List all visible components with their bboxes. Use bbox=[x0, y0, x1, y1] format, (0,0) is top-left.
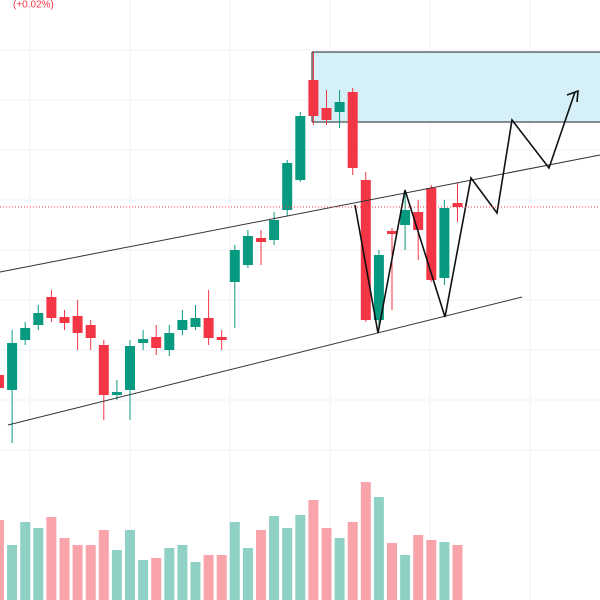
candle-body bbox=[0, 375, 4, 388]
candle-body bbox=[413, 212, 424, 230]
candle-body bbox=[256, 238, 266, 242]
candle-body bbox=[321, 108, 332, 120]
channel-lower bbox=[7, 296, 523, 426]
candle-body bbox=[269, 220, 280, 240]
volume-bar bbox=[216, 555, 227, 600]
volume-bar bbox=[72, 545, 83, 600]
volume-bar bbox=[373, 497, 384, 600]
volume-bar bbox=[452, 545, 463, 600]
arrow-head bbox=[566, 89, 579, 103]
candle-body bbox=[164, 333, 175, 350]
candle-body bbox=[347, 92, 358, 168]
candle-body bbox=[177, 320, 188, 330]
candle-body bbox=[242, 236, 253, 265]
volume-bar bbox=[98, 530, 109, 600]
volume-bar bbox=[0, 520, 4, 600]
volume-layer bbox=[0, 482, 463, 600]
change-label: (+0.02%) bbox=[13, 0, 54, 11]
candle-body bbox=[387, 231, 397, 234]
volume-bar bbox=[413, 535, 424, 600]
volume-bar bbox=[426, 540, 437, 600]
volume-bar bbox=[347, 522, 358, 600]
volume-bar bbox=[308, 500, 319, 600]
volume-bar bbox=[46, 517, 57, 600]
volume-bar bbox=[439, 542, 450, 600]
volume-bar bbox=[125, 530, 135, 600]
candle-body bbox=[334, 102, 345, 112]
candle-body bbox=[373, 255, 384, 320]
volume-bar bbox=[387, 543, 397, 600]
candle-body bbox=[111, 392, 122, 395]
volume-bar bbox=[164, 548, 175, 600]
candle-body bbox=[151, 337, 162, 348]
candle-body bbox=[308, 80, 319, 116]
candle-body bbox=[190, 318, 201, 327]
candle-body bbox=[85, 325, 96, 338]
volume-bar bbox=[85, 545, 96, 600]
volume-bar bbox=[203, 555, 214, 600]
candle-body bbox=[203, 318, 214, 338]
volume-bar bbox=[138, 560, 149, 600]
candle-body bbox=[400, 210, 411, 225]
candle-body bbox=[46, 297, 57, 318]
candle-body bbox=[426, 188, 437, 280]
candle-body bbox=[282, 163, 293, 210]
volume-bar bbox=[229, 522, 240, 600]
target-zone bbox=[312, 52, 600, 122]
volume-bar bbox=[20, 522, 31, 600]
candle-body bbox=[360, 180, 371, 320]
volume-bar bbox=[33, 528, 44, 600]
candle-body bbox=[20, 328, 31, 340]
volume-bar bbox=[321, 528, 332, 600]
projection-path bbox=[354, 91, 576, 334]
candle-body bbox=[98, 345, 109, 395]
candle-body bbox=[7, 343, 18, 390]
volume-bar bbox=[151, 558, 162, 600]
candle-body bbox=[125, 346, 135, 390]
volume-bar bbox=[256, 530, 266, 600]
volume-bar bbox=[360, 482, 371, 600]
candle-body bbox=[229, 250, 240, 282]
volume-bar bbox=[59, 538, 70, 600]
candle-body bbox=[216, 337, 227, 340]
volume-bar bbox=[190, 562, 201, 600]
candle-body bbox=[452, 203, 463, 207]
volume-bar bbox=[111, 550, 122, 600]
volume-bar bbox=[282, 528, 293, 600]
candle-body bbox=[59, 317, 70, 323]
candle-body bbox=[138, 339, 149, 343]
volume-bar bbox=[400, 555, 411, 600]
volume-bar bbox=[7, 545, 18, 600]
volume-bar bbox=[177, 545, 188, 600]
candle-body bbox=[295, 116, 306, 180]
candle-body bbox=[72, 316, 83, 333]
candle-body bbox=[439, 208, 450, 278]
channel-upper bbox=[0, 154, 600, 273]
volume-bar bbox=[242, 548, 253, 600]
candle-layer bbox=[0, 52, 463, 443]
candle-body bbox=[33, 313, 44, 325]
volume-bar bbox=[334, 538, 345, 600]
volume-bar bbox=[295, 515, 306, 600]
volume-bar bbox=[269, 516, 280, 600]
